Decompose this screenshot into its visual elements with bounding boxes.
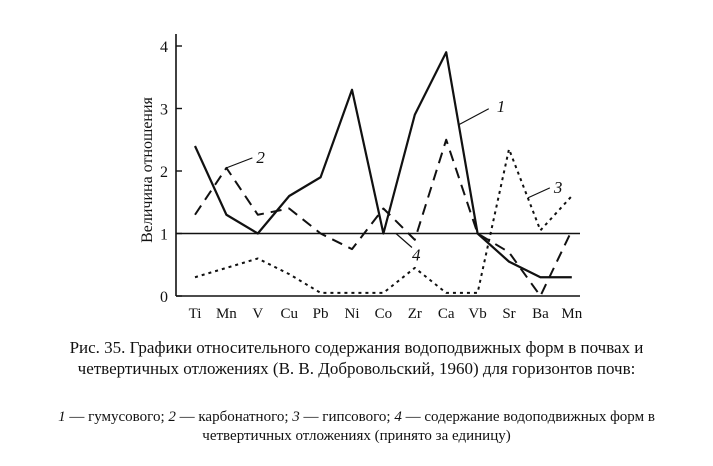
x-tick-label: Vb (468, 306, 486, 322)
y-tick-labels: 0 1 2 3 4 (160, 39, 168, 306)
y-axis-label: Величина отношения (139, 96, 156, 242)
legend-num-2: 2 (168, 409, 176, 425)
y-tick-label: 3 (160, 102, 168, 119)
series-label-leader (395, 233, 413, 248)
series-label-leader (226, 157, 253, 169)
series-label-4: 4 (412, 246, 421, 265)
series-line-3 (194, 148, 573, 294)
x-tick-label: Mn (561, 306, 582, 322)
y-tick-label: 4 (160, 39, 168, 56)
figure-caption-legend: 1 — гумусового; 2 — карбонатного; 3 — ги… (0, 408, 713, 446)
series-line-1 (193, 51, 572, 279)
x-tick-label: Ni (345, 306, 360, 322)
legend-text-4: — содержание водоподвижных форм в четвер… (202, 409, 655, 444)
x-tick-label: Ti (189, 306, 202, 322)
line-chart: Ti Mn V Cu Pb Ni Co Zr Ca Vb Sr Ba Mn 0 1 2 3 4 1 2 3 4 Вел… (139, 34, 583, 322)
legend-num-1: 1 (58, 409, 66, 425)
series-label-3: 3 (553, 178, 563, 197)
legend-num-4: 4 (394, 409, 402, 425)
series-label-2: 2 (256, 148, 265, 167)
x-tick-label: Co (375, 306, 393, 322)
series-labels: 1 2 3 4 (226, 97, 562, 265)
x-tick-label: V (252, 306, 263, 322)
y-tick-label: 2 (160, 164, 168, 181)
chart-axes (175, 34, 580, 297)
y-tick-label: 0 (160, 289, 168, 306)
series-label-leader (458, 108, 490, 126)
x-tick-labels: Ti Mn V Cu Pb Ni Co Zr Ca Vb Sr Ba Mn (189, 306, 583, 322)
legend-text-2: — карбонатного; (175, 409, 293, 425)
legend-num-3: 3 (292, 409, 300, 425)
x-tick-label: Ca (438, 306, 455, 322)
x-tick-label: Pb (313, 306, 329, 322)
x-tick-label: Cu (280, 306, 298, 322)
figure-caption-title: Рис. 35. Графики относительного содержан… (69, 338, 644, 378)
x-tick-label: Sr (502, 306, 515, 322)
x-tick-label: Ba (532, 306, 549, 322)
y-tick-label: 1 (160, 227, 168, 244)
legend-text-3: — гипсового; (299, 409, 395, 425)
x-tick-label: Mn (216, 306, 237, 322)
chart-series (193, 51, 573, 297)
series-label-1: 1 (497, 97, 506, 116)
legend-text-1: — гумусового; (65, 409, 169, 425)
series-label-leader (527, 187, 551, 199)
series-line-2 (194, 138, 573, 297)
x-tick-label: Zr (408, 306, 422, 322)
